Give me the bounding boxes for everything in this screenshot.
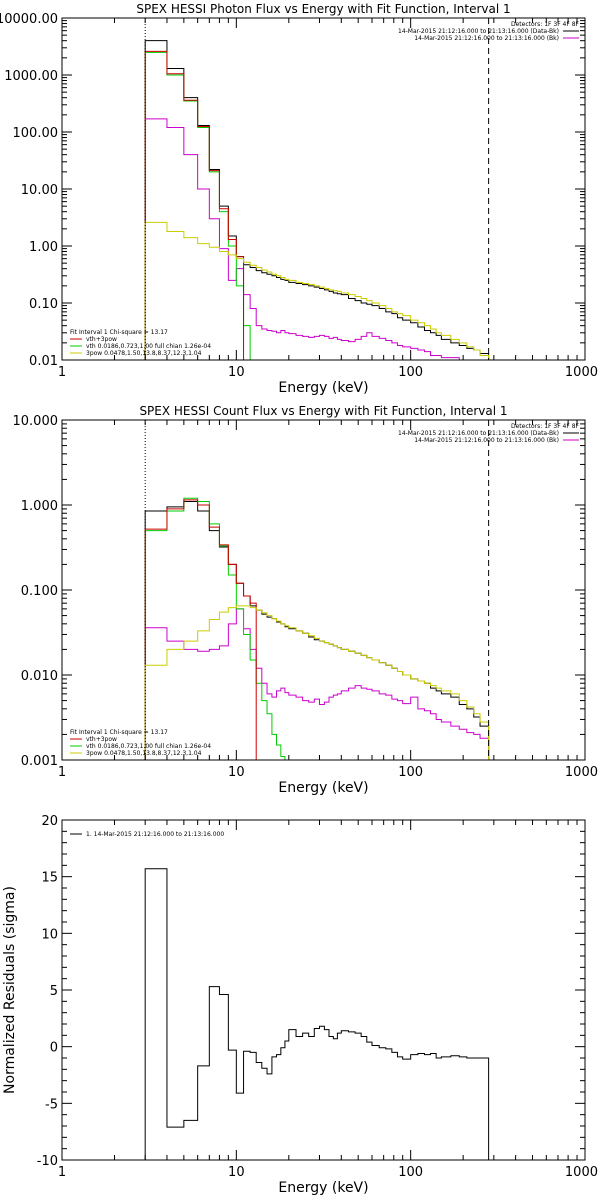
chart-title: SPEX HESSI Photon Flux vs Energy with Fi… bbox=[136, 2, 510, 16]
series-line-5 bbox=[144, 605, 490, 760]
series-line-3 bbox=[144, 497, 286, 760]
y-tick-label: 10.000 bbox=[13, 414, 59, 429]
series-line-4 bbox=[144, 50, 245, 360]
legend-entry-label: 3pow 0.0478,1.50,13.8,8.37,12.3,1.04 bbox=[86, 350, 202, 357]
x-tick-label: 100 bbox=[398, 765, 423, 780]
x-axis-label: Energy (keV) bbox=[278, 1180, 368, 1196]
y-tick-label: 10.00 bbox=[21, 183, 58, 198]
x-tick-label: 10 bbox=[228, 1165, 245, 1180]
y-tick-label: 20 bbox=[41, 814, 58, 829]
y-tick-label: -10 bbox=[37, 1154, 58, 1169]
x-tick-label: 10 bbox=[228, 765, 245, 780]
y-tick-label: 5 bbox=[50, 984, 58, 999]
legend-entry-label: 14-Mar-2015 21:12:16.000 to 21:13:16.000… bbox=[398, 430, 559, 437]
y-tick-label: 10 bbox=[41, 927, 58, 942]
legend-detectors: Detectors: 1F 3F 4F 8F bbox=[511, 21, 580, 28]
y-tick-label: 0.100 bbox=[21, 584, 58, 599]
series-line-2 bbox=[144, 608, 490, 760]
chart-panel-3: 1 10 100 1000 -10 -5 0 5 10 15 20 Energy (keV) Norma… bbox=[2, 814, 598, 1196]
chart-panel-1: 1 10 100 1000 0.01 0.10 1.00 10.00 100.00 1000.00… bbox=[0, 2, 598, 396]
x-tick-label: 1000 bbox=[565, 765, 598, 780]
series-group bbox=[144, 497, 490, 760]
series-line-1 bbox=[144, 40, 490, 360]
legend-entry-label: vth+3pow bbox=[86, 336, 117, 343]
legend-entry-label: vth 0.0186,0.723,1.00 full chian 1.26e-0… bbox=[86, 343, 211, 350]
legend-entry-label: 1. 14-Mar-2015 21:12:16.000 to 21:13:16.… bbox=[86, 831, 224, 838]
series-line-3 bbox=[144, 51, 251, 360]
x-tick-label: 100 bbox=[398, 365, 423, 380]
legend-entry-label: vth 0.0186,0.723,1.00 full chian 1.26e-0… bbox=[86, 743, 211, 750]
legend-entry-label: 3pow 0.0478,1.50,13.8,8.37,12.3,1.04 bbox=[86, 750, 202, 757]
chart-panel-2: 1 10 100 1000 0.001 0.010 0.100 1.000 10.000 SPEX… bbox=[13, 404, 599, 796]
plot-frame bbox=[61, 819, 586, 1161]
y-tick-label: -5 bbox=[45, 1097, 58, 1112]
y-tick-label: 10000.00 bbox=[0, 12, 58, 27]
series-line-1 bbox=[144, 868, 490, 1160]
y-tick-label: 0.001 bbox=[21, 754, 58, 769]
y-tick-label: 0.01 bbox=[29, 354, 58, 369]
x-tick-label: 1 bbox=[58, 1165, 66, 1180]
y-axis-label: Normalized Residuals (sigma) bbox=[2, 886, 18, 1094]
series-group bbox=[144, 868, 490, 1160]
x-tick-label: 1 bbox=[58, 765, 66, 780]
plot-frame bbox=[61, 419, 586, 761]
legend-entry-label: 14-Mar-2015 21:12:16.000 to 21:13:16.000… bbox=[414, 35, 559, 42]
y-tick-label: 100.00 bbox=[13, 126, 59, 141]
y-tick-label: 1.000 bbox=[21, 499, 58, 514]
series-line-4 bbox=[144, 499, 257, 760]
y-tick-label: 0 bbox=[50, 1041, 58, 1056]
x-tick-label: 10 bbox=[228, 365, 245, 380]
y-tick-label: 0.10 bbox=[29, 297, 58, 312]
y-tick-label: 15 bbox=[41, 871, 58, 886]
series-line-2 bbox=[144, 118, 490, 360]
x-axis-label: Energy (keV) bbox=[278, 780, 368, 796]
y-tick-label: 1.00 bbox=[29, 240, 58, 255]
series-group bbox=[144, 40, 490, 360]
chart-title: SPEX HESSI Count Flux vs Energy with Fit… bbox=[139, 404, 507, 418]
x-tick-label: 100 bbox=[398, 1165, 423, 1180]
y-tick-label: 0.010 bbox=[21, 669, 58, 684]
x-axis-label: Energy (keV) bbox=[278, 380, 368, 396]
legend-detectors: Detectors: 1F 3F 4F 8F bbox=[511, 423, 580, 430]
x-tick-label: 1000 bbox=[565, 1165, 598, 1180]
x-tick-label: 1 bbox=[58, 365, 66, 380]
legend-entry-label: vth+3pow bbox=[86, 736, 117, 743]
y-tick-label: 1000.00 bbox=[4, 69, 58, 84]
legend-entry-label: 14-Mar-2015 21:12:16.000 to 21:13:16.000… bbox=[398, 28, 559, 35]
series-line-5 bbox=[144, 221, 490, 360]
plot-frame bbox=[61, 17, 586, 361]
legend-entry-label: 14-Mar-2015 21:12:16.000 to 21:13:16.000… bbox=[414, 437, 559, 444]
legend-fit-header: Fit Interval 1 Chi-square = 13.17 bbox=[70, 729, 168, 736]
legend-fit-header: Fit Interval 1 Chi-square = 13.17 bbox=[70, 329, 168, 336]
x-tick-label: 1000 bbox=[565, 365, 598, 380]
